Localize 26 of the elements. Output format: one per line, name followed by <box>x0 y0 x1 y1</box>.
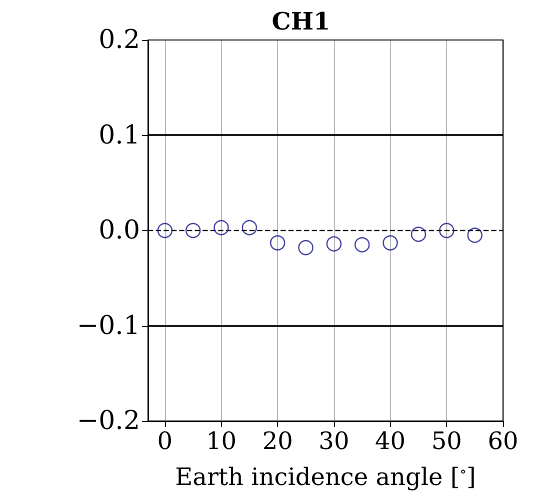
x-tick-label: 30 <box>318 427 350 455</box>
chart-title: CH1 <box>272 6 330 36</box>
point <box>354 237 370 252</box>
x-tick-label: 50 <box>431 427 462 455</box>
point <box>410 226 426 242</box>
y-tick-label: −0.2 <box>76 406 140 436</box>
y-tick-label: −0.1 <box>76 310 140 341</box>
point <box>157 222 173 238</box>
x-axis-title: Earth incidence angle [∘] <box>175 463 476 491</box>
y-tick-label: 0.1 <box>98 120 140 150</box>
y-tick-label: 0.2 <box>98 25 140 55</box>
point <box>185 222 201 238</box>
x-tick-label: 40 <box>375 427 406 455</box>
point <box>270 235 286 251</box>
x-tick-label: 0 <box>157 427 173 455</box>
point <box>326 236 342 252</box>
y-tick-label: 0.0 <box>98 216 140 246</box>
point <box>382 235 398 251</box>
point <box>298 240 314 256</box>
point <box>467 228 482 243</box>
point <box>439 222 454 238</box>
point <box>214 220 229 236</box>
x-tick-label: 60 <box>488 427 518 455</box>
x-tick-label: 10 <box>206 427 237 455</box>
point <box>242 220 258 236</box>
x-tick-label: 20 <box>262 427 293 455</box>
